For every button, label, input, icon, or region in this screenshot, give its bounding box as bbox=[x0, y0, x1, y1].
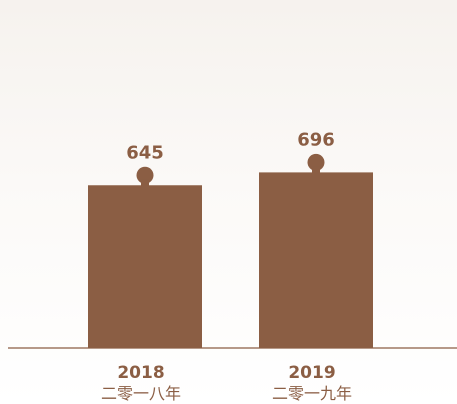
bar-pin-neck-2018 bbox=[141, 179, 149, 187]
bar-pin-2018 bbox=[136, 166, 154, 184]
value-label-2019: 696 bbox=[297, 129, 335, 150]
category-sublabel-2018: 二零一八年 bbox=[101, 384, 181, 403]
bar-pin-neck-2019 bbox=[312, 166, 320, 174]
bar-2019 bbox=[259, 172, 373, 348]
category-sublabel-2019: 二零一九年 bbox=[272, 384, 352, 403]
value-label-2018: 645 bbox=[126, 142, 164, 163]
bars-layer bbox=[88, 153, 373, 348]
bar-2018 bbox=[88, 185, 202, 348]
bar-pin-2019 bbox=[307, 153, 325, 171]
category-label-2019: 2019 bbox=[288, 363, 335, 383]
category-label-2018: 2018 bbox=[117, 363, 164, 383]
